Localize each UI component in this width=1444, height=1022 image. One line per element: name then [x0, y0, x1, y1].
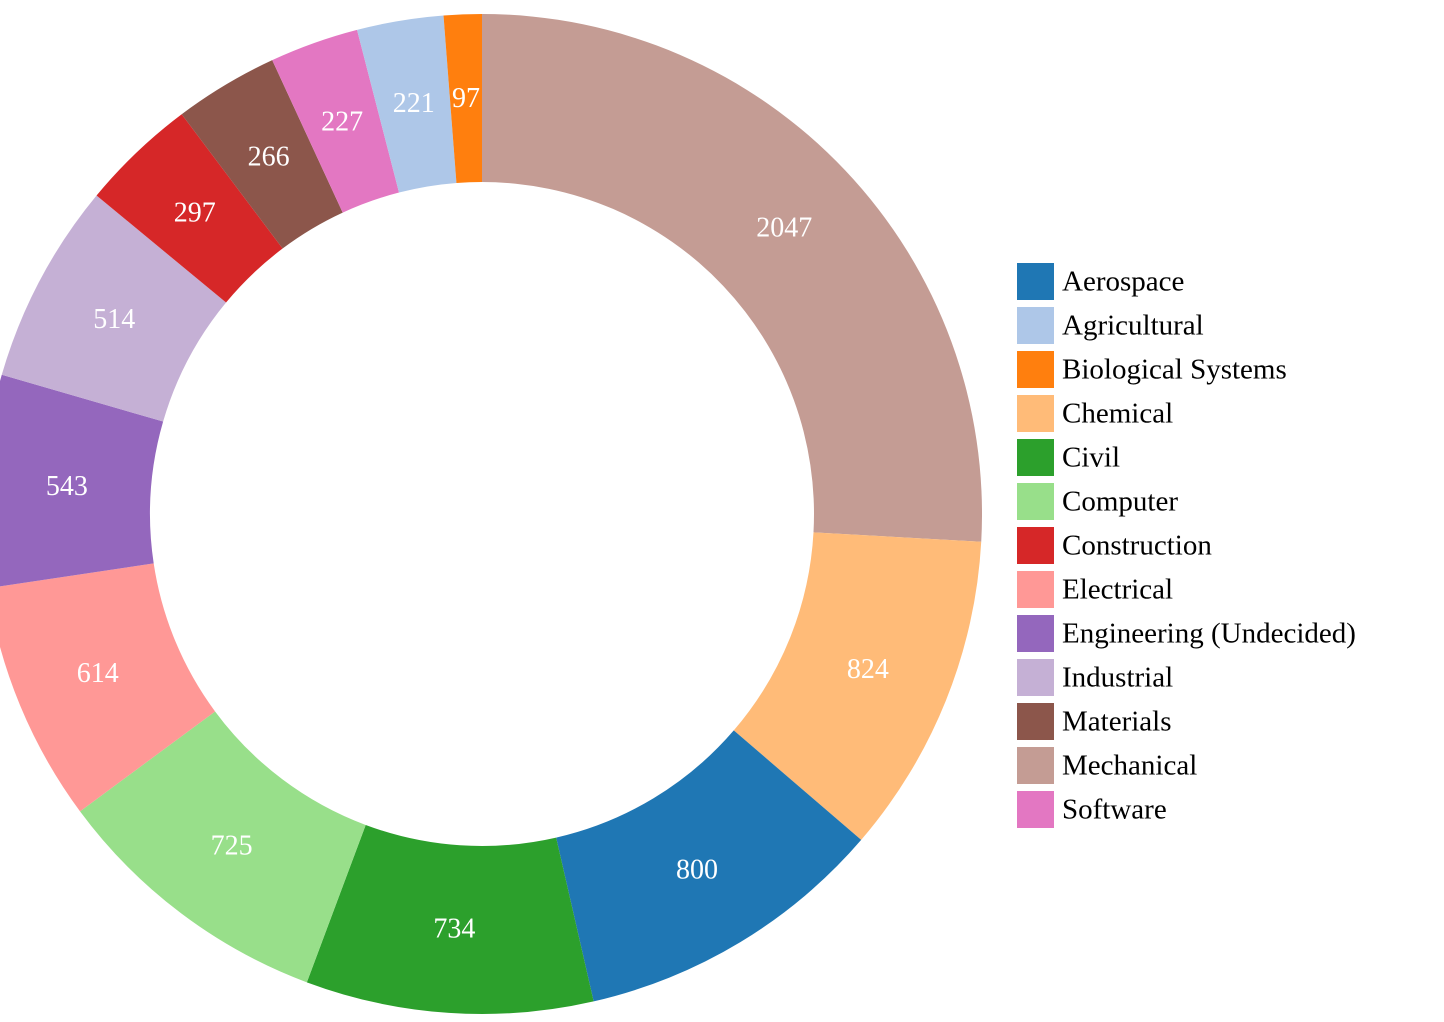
legend-label-software: Software: [1062, 794, 1167, 826]
legend-label-chemical: Chemical: [1062, 398, 1173, 430]
slice-value-label-electrical: 614: [77, 658, 119, 689]
legend-label-mechanical: Mechanical: [1062, 750, 1197, 782]
legend-item-materials: Materials: [1017, 703, 1172, 740]
slice-value-label-construction: 297: [174, 198, 216, 229]
legend-item-agricultural: Agricultural: [1017, 307, 1204, 344]
legend-swatch-software: [1017, 791, 1054, 828]
donut-value-labels: 2047 824 800 734 725 614 543 514 297 266 227 221 97: [46, 83, 889, 945]
slice-civil: [306, 824, 594, 1015]
slice-value-label-engineering-undecided: 543: [46, 471, 88, 502]
legend-swatch-mechanical: [1017, 747, 1054, 784]
legend-swatch-electrical: [1017, 571, 1054, 608]
slice-engineering-undecided: [0, 374, 164, 587]
slice-value-label-aerospace: 800: [676, 855, 718, 886]
legend-item-civil: Civil: [1017, 439, 1120, 476]
legend-swatch-construction: [1017, 527, 1054, 564]
slice-electrical: [0, 563, 216, 812]
slice-value-label-industrial: 514: [93, 304, 135, 335]
legend-label-industrial: Industrial: [1062, 662, 1173, 694]
slice-value-label-software: 227: [321, 107, 363, 138]
slice-value-label-biological-systems: 97: [452, 83, 480, 114]
legend-item-aerospace: Aerospace: [1017, 263, 1184, 300]
legend: Aerospace Agricultural Biological Systems C…: [1017, 263, 1356, 828]
legend-item-electrical: Electrical: [1017, 571, 1173, 608]
legend-swatch-materials: [1017, 703, 1054, 740]
donut-slices: [0, 14, 983, 1015]
slice-value-label-chemical: 824: [847, 654, 889, 685]
legend-label-materials: Materials: [1062, 706, 1172, 738]
legend-item-mechanical: Mechanical: [1017, 747, 1197, 784]
legend-label-engineering-undecided: Engineering (Undecided): [1062, 618, 1356, 650]
slice-agricultural: [357, 15, 457, 193]
legend-swatch-chemical: [1017, 395, 1054, 432]
slice-value-label-materials: 266: [248, 141, 290, 172]
slice-aerospace: [556, 730, 862, 1002]
slice-computer: [80, 711, 366, 983]
legend-item-biological-systems: Biological Systems: [1017, 351, 1287, 388]
legend-label-biological-systems: Biological Systems: [1062, 354, 1287, 386]
legend-item-software: Software: [1017, 791, 1167, 828]
legend-label-construction: Construction: [1062, 530, 1212, 562]
legend-label-computer: Computer: [1062, 486, 1178, 518]
legend-label-aerospace: Aerospace: [1062, 266, 1184, 298]
slice-chemical: [733, 532, 982, 840]
slice-materials: [181, 60, 343, 249]
slice-value-label-civil: 734: [433, 914, 475, 945]
legend-swatch-biological-systems: [1017, 351, 1054, 388]
legend-swatch-civil: [1017, 439, 1054, 476]
legend-item-industrial: Industrial: [1017, 659, 1173, 696]
slice-biological-systems: [443, 14, 482, 183]
legend-swatch-computer: [1017, 483, 1054, 520]
legend-item-chemical: Chemical: [1017, 395, 1173, 432]
slice-industrial: [1, 195, 227, 422]
legend-label-civil: Civil: [1062, 442, 1120, 474]
legend-item-computer: Computer: [1017, 483, 1178, 520]
slice-value-label-mechanical: 2047: [756, 213, 812, 244]
slice-value-label-computer: 725: [211, 831, 253, 862]
legend-item-engineering-undecided: Engineering (Undecided): [1017, 615, 1356, 652]
legend-swatch-agricultural: [1017, 307, 1054, 344]
legend-swatch-engineering-undecided: [1017, 615, 1054, 652]
legend-label-agricultural: Agricultural: [1062, 310, 1204, 342]
legend-item-construction: Construction: [1017, 527, 1212, 564]
slice-construction: [96, 114, 283, 303]
slice-software: [272, 29, 400, 213]
slice-value-label-agricultural: 221: [393, 88, 435, 119]
legend-label-electrical: Electrical: [1062, 574, 1173, 606]
legend-swatch-aerospace: [1017, 263, 1054, 300]
slice-mechanical: [482, 14, 983, 542]
legend-swatch-industrial: [1017, 659, 1054, 696]
